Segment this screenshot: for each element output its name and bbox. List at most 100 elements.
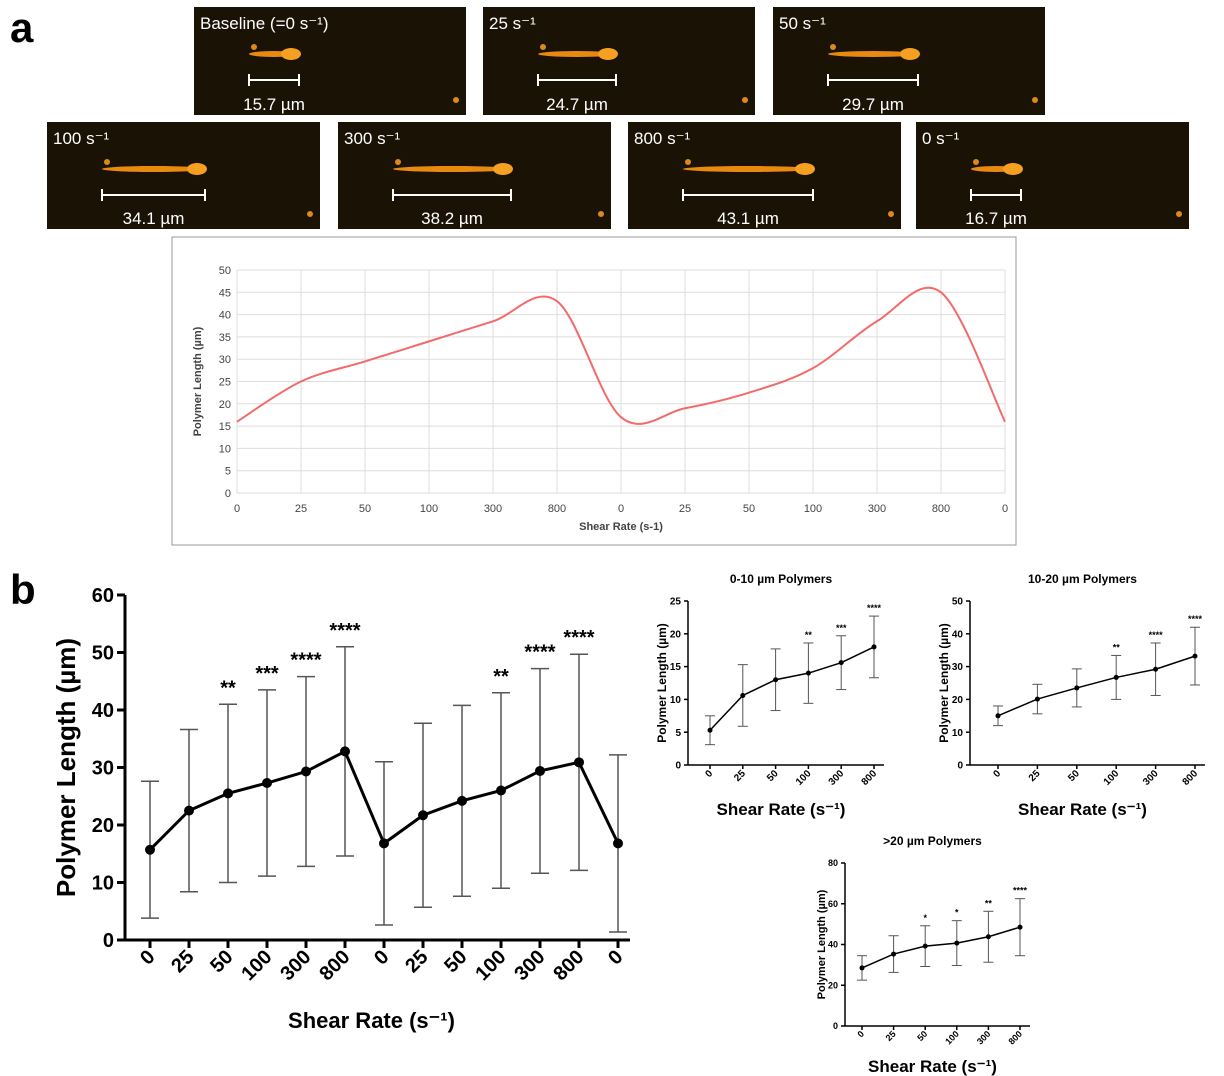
particle (307, 211, 313, 217)
particle (742, 97, 748, 103)
significance: ** (805, 630, 813, 640)
data-point (301, 767, 311, 777)
x-tick-label: 300 (868, 503, 886, 515)
x-tick-label: 800 (1006, 1029, 1024, 1047)
y-axis-title: Polymer Length (µm) (51, 638, 81, 897)
x-axis-title: Shear Rate (s-1) (579, 521, 663, 533)
data-line (710, 647, 874, 730)
data-point (184, 806, 194, 816)
y-tick-label: 30 (92, 758, 114, 780)
y-tick-label: 15 (670, 662, 682, 673)
x-tick-label: 25 (1027, 768, 1043, 784)
page: {"panel_labels":["a","b"], "images":[ {"… (0, 0, 1224, 1076)
polymer-head (1003, 163, 1023, 175)
y-tick-label: 40 (219, 310, 231, 322)
x-tick-label: 100 (237, 946, 276, 985)
polymer-head (795, 163, 815, 175)
x-tick-label: 800 (315, 946, 354, 985)
polymer-head (900, 48, 920, 60)
particle (598, 211, 604, 217)
y-tick-label: 0 (957, 761, 963, 772)
data-point (891, 952, 896, 957)
y-tick-label: 20 (828, 980, 838, 990)
x-tick-label: 100 (804, 503, 822, 515)
y-tick-label: 25 (670, 597, 682, 608)
data-point (996, 713, 1001, 718)
data-point (860, 965, 865, 970)
y-axis-title: Polymer Length (µm) (192, 326, 204, 436)
x-axis-title: Shear Rate (s⁻¹) (717, 800, 846, 819)
data-point (535, 766, 545, 776)
data-point (1153, 667, 1158, 672)
particle (540, 44, 546, 50)
y-tick-label: 60 (828, 899, 838, 909)
significance: **** (1149, 630, 1164, 640)
significance: * (923, 913, 927, 923)
x-tick-label: 50 (915, 1029, 929, 1043)
y-tick-label: 40 (828, 940, 838, 950)
data-point (379, 838, 389, 848)
y-tick-label: 45 (219, 287, 231, 299)
x-tick-label: 0 (703, 768, 715, 780)
data-point (923, 944, 928, 949)
image-label: 300 s⁻¹ (344, 129, 401, 148)
particle (888, 211, 894, 217)
y-tick-label: 5 (675, 728, 681, 739)
significance: **** (1013, 886, 1028, 896)
scale-label: 29.7 µm (842, 95, 904, 114)
x-tick-label: 25 (884, 1029, 898, 1043)
particle (395, 159, 401, 165)
x-tick-label: 0 (991, 768, 1003, 780)
y-tick-label: 50 (952, 597, 964, 608)
chart-frame (172, 237, 1016, 545)
data-point (1114, 675, 1119, 680)
y-tick-label: 30 (219, 354, 231, 366)
x-tick-label: 25 (167, 946, 198, 977)
scale-label: 43.1 µm (717, 209, 779, 228)
data-point (1074, 685, 1079, 690)
scale-label: 38.2 µm (421, 209, 483, 228)
x-tick-label: 300 (1141, 768, 1161, 788)
y-tick-label: 35 (219, 332, 231, 344)
x-tick-label: 800 (548, 503, 566, 515)
y-tick-label: 40 (92, 700, 114, 722)
data-point (1193, 654, 1198, 659)
x-tick-label: 50 (440, 946, 471, 977)
data-point (496, 786, 506, 796)
x-tick-label: 50 (359, 503, 371, 515)
image-label: 800 s⁻¹ (634, 129, 691, 148)
x-tick-label: 25 (295, 503, 307, 515)
x-tick-label: 25 (732, 768, 748, 784)
y-axis-title: Polymer Length (µm) (655, 623, 669, 743)
x-axis-title: Shear Rate (s⁻¹) (868, 1057, 997, 1076)
y-tick-label: 20 (670, 629, 682, 640)
data-point (773, 677, 778, 682)
significance: **** (1188, 614, 1203, 624)
x-tick-label: 300 (827, 768, 847, 788)
data-point (457, 796, 467, 806)
x-tick-label: 300 (276, 946, 315, 985)
chart-title: 0-10 µm Polymers (730, 572, 833, 586)
data-line (998, 656, 1195, 716)
particle (104, 159, 110, 165)
x-tick-label: 0 (618, 503, 624, 515)
data-point (806, 671, 811, 676)
significance: ** (493, 666, 509, 688)
significance: **** (867, 603, 882, 613)
x-tick-label: 25 (401, 946, 432, 977)
particle (1032, 97, 1038, 103)
particle (685, 159, 691, 165)
x-tick-label: 50 (206, 946, 237, 977)
y-axis-title: Polymer Length (µm) (816, 889, 828, 999)
significance: ** (985, 898, 993, 908)
x-axis-title: Shear Rate (s⁻¹) (1018, 800, 1147, 819)
polymer-head (598, 48, 618, 60)
image-label: 0 s⁻¹ (922, 129, 960, 148)
polymer-head (493, 163, 513, 175)
y-tick-label: 10 (92, 873, 114, 895)
particle (251, 44, 257, 50)
data-point (839, 660, 844, 665)
x-tick-label: 800 (1181, 768, 1201, 788)
y-tick-label: 20 (952, 695, 964, 706)
data-point (418, 810, 428, 820)
